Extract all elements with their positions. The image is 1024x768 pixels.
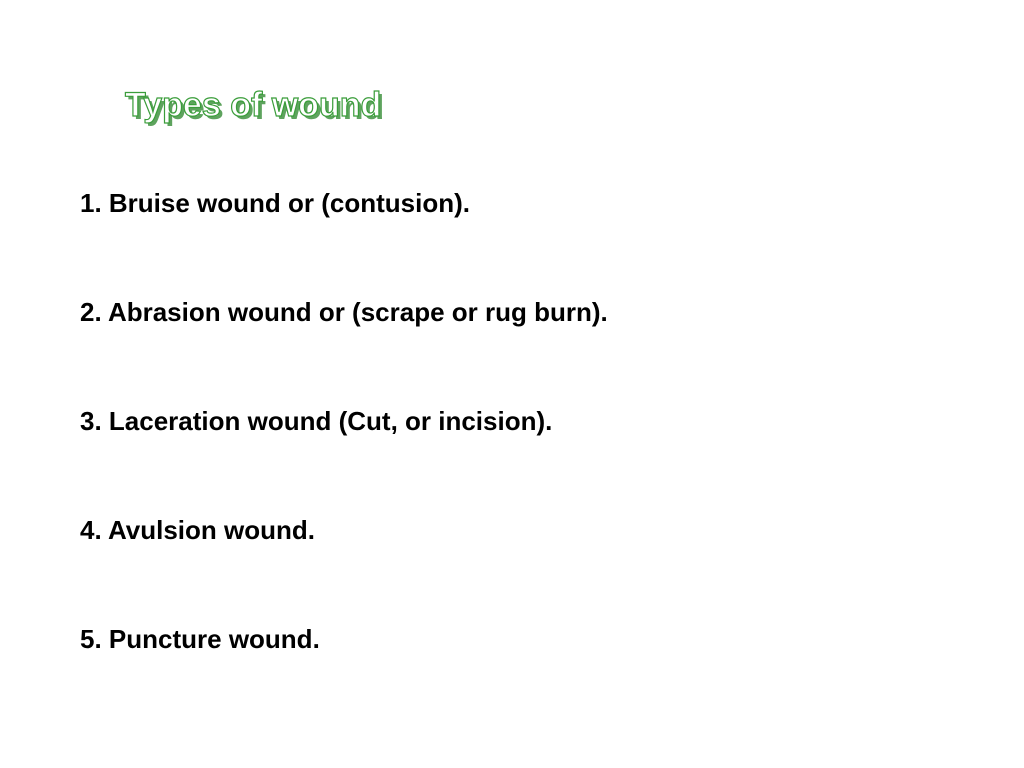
list-item: 1. Bruise wound or (contusion).	[80, 188, 608, 219]
list-item: 4. Avulsion wound.	[80, 515, 608, 546]
list-item: 2. Abrasion wound or (scrape or rug burn…	[80, 297, 608, 328]
wound-types-list: 1. Bruise wound or (contusion). 2. Abras…	[80, 188, 608, 733]
list-item: 3. Laceration wound (Cut, or incision).	[80, 406, 608, 437]
slide-title: Types of wound	[125, 86, 381, 125]
list-item: 5. Puncture wound.	[80, 624, 608, 655]
